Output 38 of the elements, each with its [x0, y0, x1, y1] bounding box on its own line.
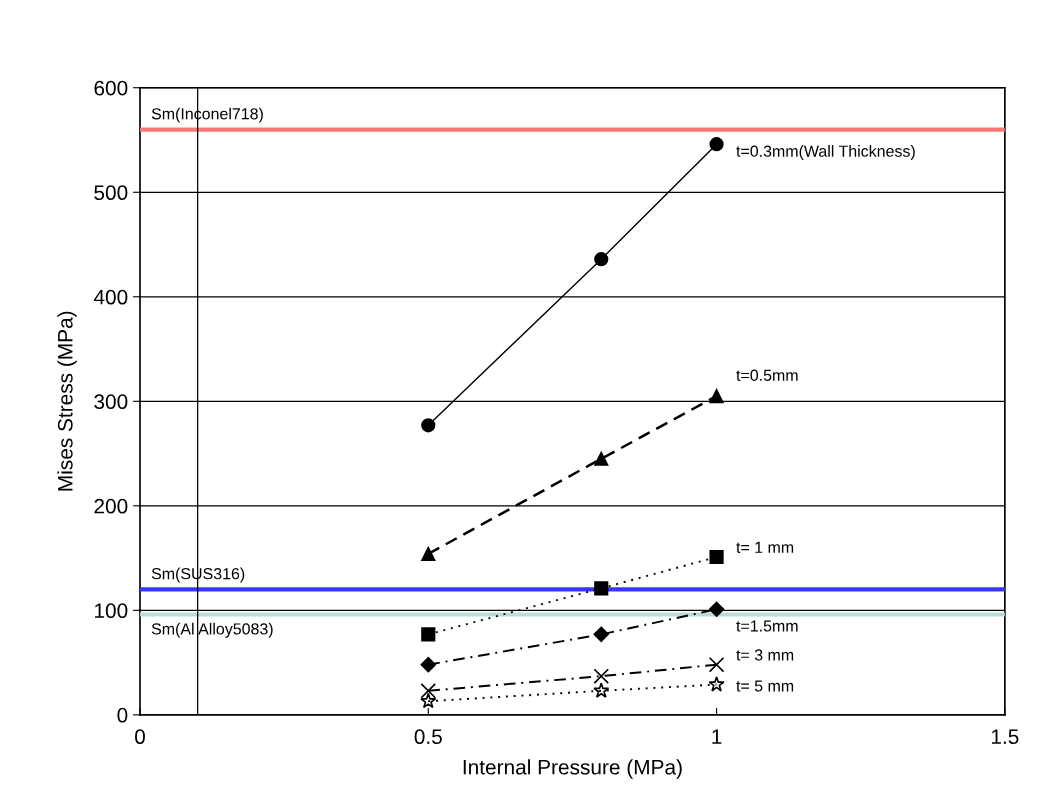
x-tick-label: 0 [135, 729, 145, 745]
point [421, 627, 436, 642]
point [593, 626, 609, 643]
point [594, 451, 609, 466]
point [421, 546, 436, 561]
point [708, 676, 725, 692]
point [708, 601, 725, 617]
series-label: t=0.5mm [736, 369, 798, 381]
point [420, 683, 437, 699]
y-tick-label: 600 [94, 80, 128, 96]
point [421, 418, 436, 433]
point [593, 682, 610, 698]
y-tick-label: 100 [95, 603, 128, 619]
point [594, 581, 609, 596]
point [593, 668, 610, 684]
point [594, 252, 609, 267]
y-tick-label: 500 [94, 185, 128, 201]
point [709, 388, 724, 404]
point [709, 549, 724, 565]
y-tick-label: 300 [94, 394, 128, 410]
x-tick-label: 0.5 [414, 729, 442, 745]
point [708, 656, 725, 673]
y-axis-title: Mises Stress (MPa) [57, 311, 77, 491]
x-tick-label: 1 [712, 729, 722, 744]
series-label: t= 5 mm [736, 680, 794, 692]
y-tick-label: 200 [94, 498, 128, 514]
point [420, 692, 437, 709]
x-axis-title: Internal Pressure (MPa) [463, 759, 682, 779]
point [420, 656, 436, 673]
series-label: t=0.3mm(Wall Thickness) [736, 145, 915, 160]
y-tick-label: 0 [117, 707, 128, 723]
series-label: t= 3 mm [736, 649, 794, 661]
series-label: t=1.5mm [736, 620, 798, 632]
point [709, 137, 724, 152]
ref-line-label: Sm(Al Alloy5083) [151, 622, 273, 638]
x-tick-label: 1.5 [991, 729, 1019, 745]
series-label: t= 1 mm [736, 541, 794, 553]
y-tick-label: 400 [93, 289, 128, 305]
